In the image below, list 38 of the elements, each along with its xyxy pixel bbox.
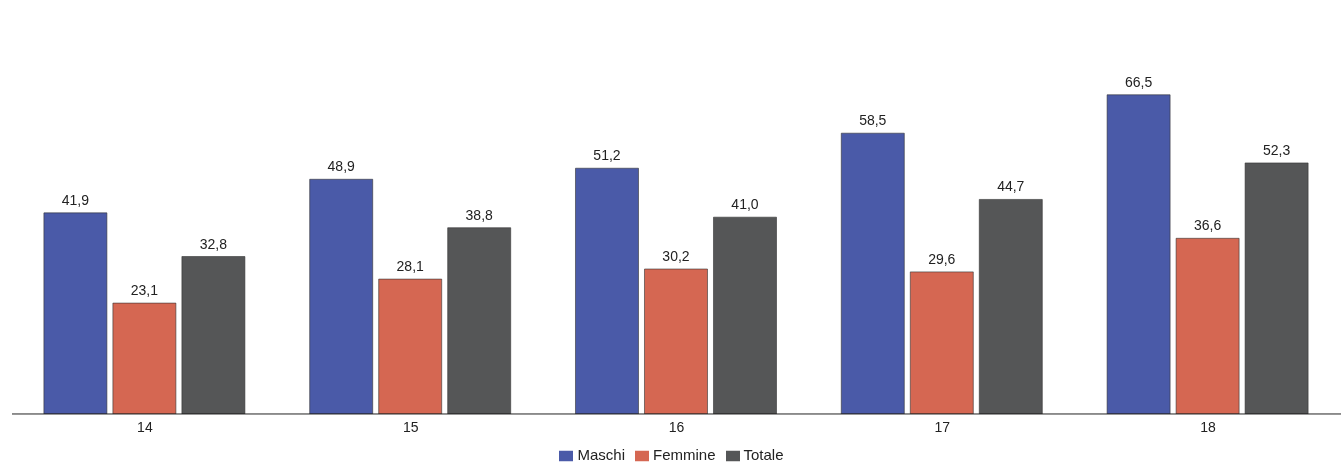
- data-label: 52,3: [1262, 141, 1291, 158]
- bar: [112, 302, 177, 414]
- data-label: 58,5: [859, 112, 887, 129]
- bar: [841, 132, 905, 414]
- data-label: 28,1: [396, 258, 425, 275]
- data-label: 32,8: [199, 235, 228, 252]
- legend-label: Maschi: [577, 445, 625, 463]
- data-label: 41,0: [731, 196, 759, 213]
- bar: [910, 271, 974, 414]
- bar: [1175, 238, 1240, 414]
- bar: [1244, 162, 1309, 414]
- data-label: 29,6: [928, 250, 956, 267]
- data-label: 51,2: [593, 147, 621, 164]
- bar: [378, 278, 442, 414]
- bar: [1106, 94, 1171, 414]
- bar: [575, 167, 639, 414]
- x-tick-label: 14: [137, 418, 153, 435]
- x-tick-label: 15: [402, 418, 419, 435]
- legend-label: Totale: [743, 445, 784, 463]
- bar: [43, 212, 108, 414]
- x-tick-label: 16: [668, 418, 685, 435]
- data-label: 66,5: [1124, 73, 1153, 90]
- data-label: 30,2: [662, 248, 690, 265]
- data-label: 36,6: [1193, 217, 1222, 234]
- data-label: 38,8: [465, 206, 494, 223]
- bar: [309, 178, 373, 414]
- bar: [979, 199, 1043, 414]
- bar: [181, 256, 246, 414]
- legend-label: Femmine: [652, 445, 716, 463]
- data-label: 48,9: [327, 158, 356, 175]
- bar: [713, 216, 777, 414]
- data-label: 23,1: [130, 282, 159, 299]
- data-label: 44,7: [997, 178, 1025, 195]
- bar: [644, 268, 708, 414]
- x-tick-label: 18: [1200, 418, 1217, 435]
- x-tick-label: 17: [934, 418, 951, 435]
- bar: [447, 227, 511, 414]
- data-label: 41,9: [61, 191, 90, 208]
